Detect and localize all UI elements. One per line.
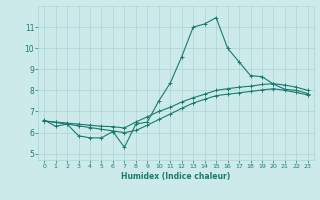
X-axis label: Humidex (Indice chaleur): Humidex (Indice chaleur) bbox=[121, 172, 231, 181]
